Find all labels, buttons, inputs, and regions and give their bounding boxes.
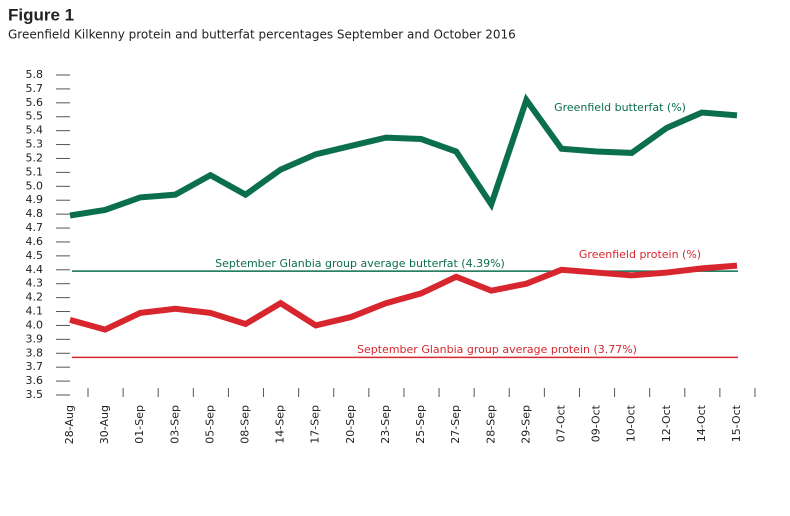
x-tick-label: 29-Sep bbox=[519, 405, 532, 444]
y-tick-label: 5.3 bbox=[26, 138, 44, 151]
series-label: Greenfield protein (%) bbox=[579, 248, 701, 261]
y-tick-label: 3.8 bbox=[26, 346, 44, 359]
y-tick-label: 4.8 bbox=[26, 207, 44, 220]
x-tick-label: 14-Oct bbox=[695, 404, 708, 442]
y-tick-label: 5.0 bbox=[26, 179, 44, 192]
x-tick-label: 05-Sep bbox=[203, 405, 216, 444]
x-tick-label: 17-Sep bbox=[309, 405, 322, 444]
x-tick-label: 15-Oct bbox=[730, 404, 743, 442]
y-tick-label: 4.4 bbox=[26, 263, 44, 276]
y-tick-label: 4.2 bbox=[26, 291, 44, 304]
x-tick-label: 10-Oct bbox=[625, 404, 638, 442]
x-tick-label: 07-Oct bbox=[554, 404, 567, 442]
series-line bbox=[69, 93, 738, 219]
chart-title: Figure 1 bbox=[8, 5, 74, 24]
series-label: Greenfield butterfat (%) bbox=[554, 101, 686, 114]
x-tick-label: 28-Sep bbox=[484, 405, 497, 444]
x-tick-label: 20-Sep bbox=[344, 405, 357, 444]
y-tick-label: 3.6 bbox=[26, 374, 44, 387]
x-tick-label: 01-Sep bbox=[133, 405, 146, 444]
x-tick-label: 03-Sep bbox=[168, 405, 181, 444]
reference-label: September Glanbia group average protein … bbox=[357, 343, 637, 356]
y-tick-label: 5.1 bbox=[26, 165, 44, 178]
x-tick-label: 28-Aug bbox=[63, 405, 76, 444]
y-tick-label: 5.7 bbox=[26, 82, 44, 95]
x-tick-label: 12-Oct bbox=[660, 404, 673, 442]
reference-label: September Glanbia group average butterfa… bbox=[215, 257, 505, 270]
y-tick-label: 5.4 bbox=[26, 124, 44, 137]
y-tick-label: 3.9 bbox=[26, 332, 44, 345]
y-tick-label: 4.7 bbox=[26, 221, 44, 234]
x-tick-label: 08-Sep bbox=[239, 405, 252, 444]
y-tick-label: 4.6 bbox=[26, 235, 44, 248]
y-tick-label: 4.3 bbox=[26, 277, 44, 290]
y-tick-label: 4.1 bbox=[26, 305, 44, 318]
x-tick-label: 23-Sep bbox=[379, 405, 392, 444]
x-tick-label: 14-Sep bbox=[274, 405, 287, 444]
y-tick-label: 5.2 bbox=[26, 151, 44, 164]
y-tick-label: 4.9 bbox=[26, 193, 44, 206]
y-tick-label: 4.0 bbox=[26, 318, 44, 331]
x-tick-label: 25-Sep bbox=[414, 405, 427, 444]
chart-subtitle: Greenfield Kilkenny protein and butterfa… bbox=[8, 28, 516, 42]
series-line bbox=[69, 262, 738, 333]
y-tick-label: 5.8 bbox=[26, 68, 44, 81]
y-tick-label: 5.5 bbox=[26, 110, 44, 123]
x-tick-label: 27-Sep bbox=[449, 405, 462, 444]
x-tick-label: 09-Oct bbox=[590, 404, 603, 442]
x-tick-label: 30-Aug bbox=[98, 405, 111, 444]
y-tick-label: 5.6 bbox=[26, 96, 44, 109]
y-tick-label: 4.5 bbox=[26, 249, 44, 262]
y-tick-label: 3.5 bbox=[26, 388, 44, 401]
y-tick-label: 3.7 bbox=[26, 360, 44, 373]
